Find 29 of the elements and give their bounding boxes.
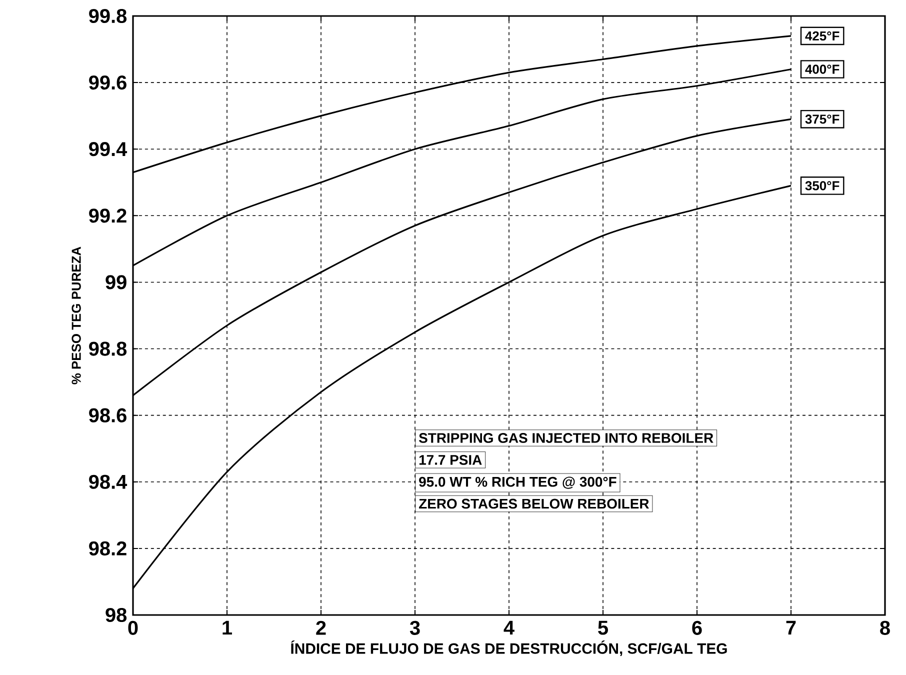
- y-tick-label: 98.4: [89, 474, 128, 489]
- annotation: 95.0 WT % RICH TEG @ 300°F: [419, 476, 616, 489]
- x-tick-label: 5: [598, 620, 608, 635]
- x-tick-label: 8: [880, 620, 890, 635]
- y-tick-label: 98.8: [89, 342, 127, 356]
- x-tick-label: 6: [692, 620, 702, 635]
- series-label: 400°F: [805, 64, 840, 74]
- y-tick-label: 98: [106, 608, 127, 622]
- y-tick-label: 98.2: [89, 541, 126, 556]
- x-axis-title: ÍNDICE DE FLUJO DE GAS DE DESTRUCCIÓN, SCF/GAL TEG: [290, 640, 727, 656]
- annotation: STRIPPING GAS INJECTED INTO REBOILER: [418, 433, 714, 443]
- x-tick-label: 3: [410, 620, 420, 635]
- series-label: 425°F: [805, 31, 840, 41]
- x-tick-label: 1: [222, 620, 232, 635]
- x-tick-label: 0: [128, 620, 138, 635]
- y-tick-label: 99.8: [89, 8, 127, 24]
- y-axis-title: % PESO TEG PUREZA: [72, 246, 81, 384]
- x-tick-label: 4: [504, 620, 514, 635]
- y-tick-label: 99.2: [89, 208, 126, 223]
- y-tick-label: 99.4: [89, 142, 128, 156]
- annotation: 17.7 PSIA: [419, 454, 482, 465]
- annotation: ZERO STAGES BELOW REBOILER: [419, 498, 649, 509]
- y-tick-label: 98.6: [89, 408, 126, 422]
- x-tick-label: 2: [316, 620, 326, 635]
- y-tick-label: 99: [106, 275, 126, 290]
- series-label: 375°F: [805, 114, 840, 124]
- x-tick-label: 7: [786, 620, 796, 635]
- y-tick-label: 99.6: [89, 76, 126, 90]
- series-label: 350°F: [805, 181, 840, 190]
